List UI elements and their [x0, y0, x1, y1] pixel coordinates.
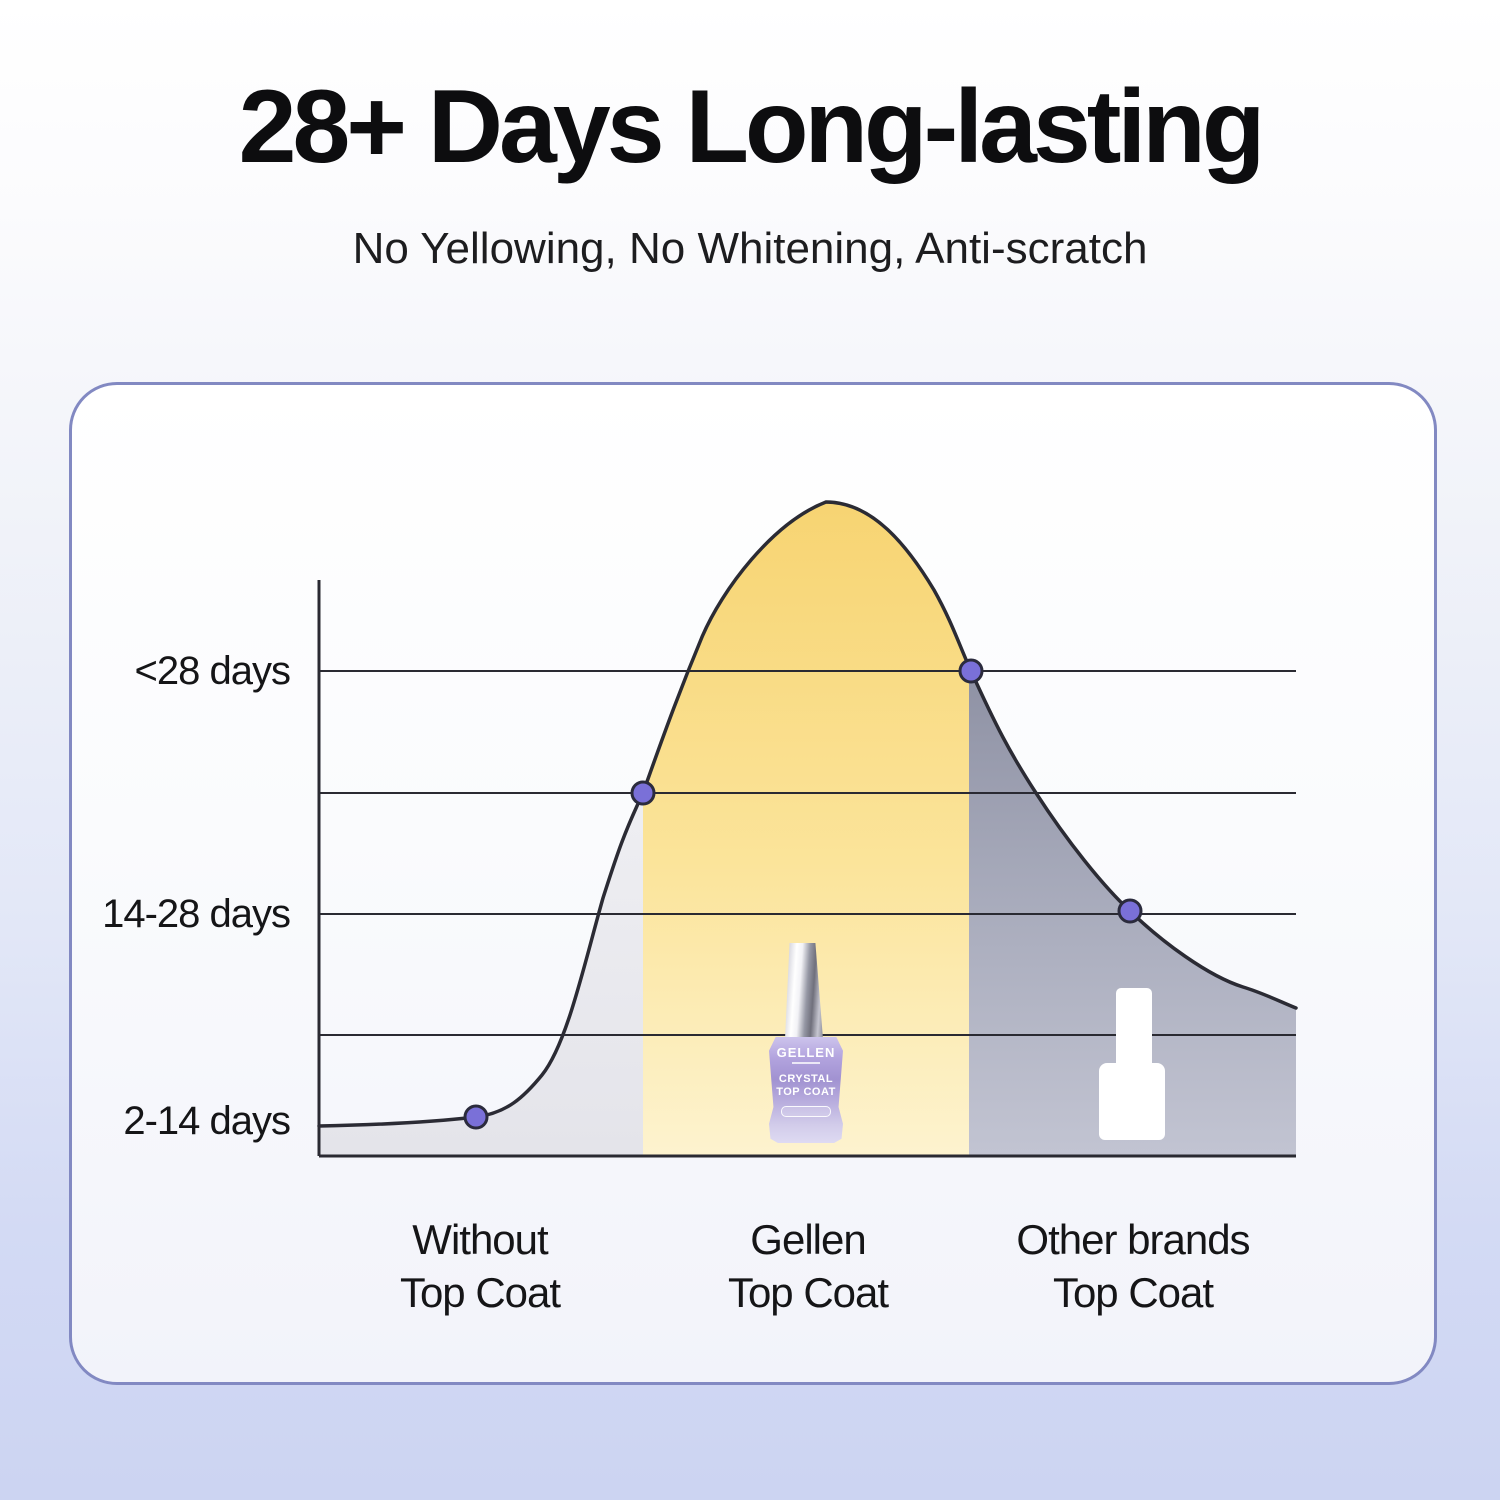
data-point-dot — [958, 658, 984, 684]
area-region-without — [319, 793, 643, 1156]
y-tick-14-28-days: 14-28 days — [102, 892, 291, 936]
bottle-neck — [1116, 988, 1152, 1066]
x-label-line2: Top Coat — [727, 1269, 889, 1316]
data-point-dot — [463, 1104, 489, 1130]
x-label-line2: Top Coat — [399, 1269, 561, 1316]
main-title: 28+ Days Long-lasting — [238, 69, 1266, 185]
data-point-dot — [630, 780, 656, 806]
bottle-body-white — [1099, 1063, 1165, 1140]
area-region-gellen — [643, 502, 969, 1156]
subtitle: No Yellowing, No Whitening, Anti-scratch — [352, 224, 1148, 273]
chart-card: <28 days 14-28 days 2-14 days Without To… — [69, 382, 1437, 1385]
bottle-product-name-line2: TOP COAT — [776, 1086, 836, 1098]
data-point-dot — [1117, 898, 1143, 924]
x-label-line1: Gellen — [750, 1216, 866, 1263]
area-region-other — [969, 666, 1296, 1156]
chart-geometry — [317, 500, 1298, 1158]
x-label-line1: Other brands — [1016, 1216, 1250, 1263]
chart-svg — [317, 500, 1298, 1158]
x-label-gellen-top-coat: Gellen Top Coat — [628, 1213, 988, 1319]
gellen-top-coat-bottle-image: GELLEN CRYSTAL TOP COAT — [769, 943, 843, 1143]
x-label-other-brands-top-coat: Other brands Top Coat — [953, 1213, 1313, 1319]
y-tick-under-28-days: <28 days — [134, 649, 291, 693]
bottle-brand-label: GELLEN — [776, 1045, 836, 1060]
wear-duration-curve — [317, 500, 1298, 1128]
bottle-tagline-rule — [792, 1062, 820, 1064]
bottle-product-name-line1: CRYSTAL — [778, 1073, 834, 1085]
other-brand-bottle-silhouette — [1099, 988, 1165, 1140]
x-label-without-top-coat: Without Top Coat — [300, 1213, 660, 1319]
bottle-body: GELLEN CRYSTAL TOP COAT — [769, 1037, 843, 1143]
bottle-badge — [781, 1106, 831, 1117]
x-label-line2: Top Coat — [1052, 1269, 1214, 1316]
bottle-cap — [785, 943, 823, 1039]
x-label-line1: Without — [412, 1216, 548, 1263]
y-tick-2-14-days: 2-14 days — [123, 1099, 291, 1143]
